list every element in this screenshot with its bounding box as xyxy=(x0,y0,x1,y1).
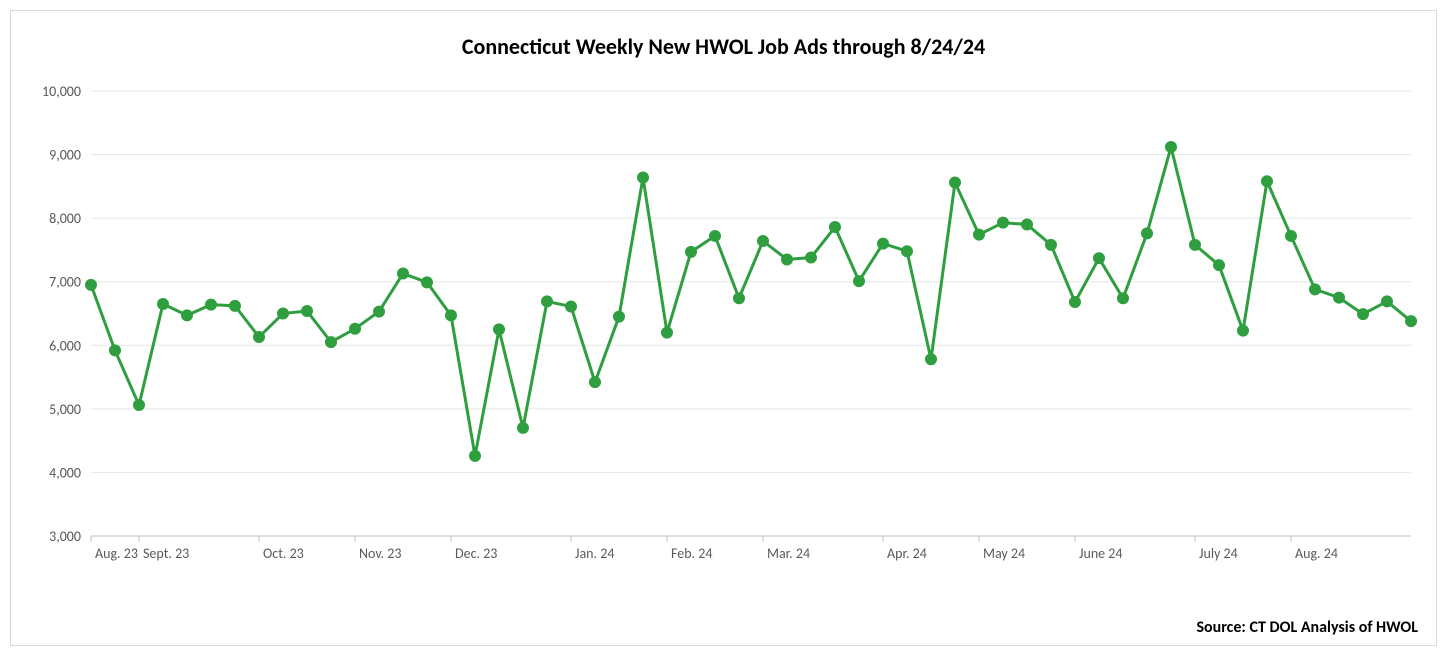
data-point xyxy=(1189,239,1201,251)
data-point xyxy=(397,267,409,279)
x-tick-label: Jan. 24 xyxy=(575,545,614,562)
data-point xyxy=(1405,315,1417,327)
x-tick-label: Dec. 23 xyxy=(455,545,497,562)
data-point xyxy=(1141,227,1153,239)
x-tick-label: Oct. 23 xyxy=(263,545,304,562)
data-point xyxy=(277,308,289,320)
x-tick-label: Mar. 24 xyxy=(767,545,810,562)
data-point xyxy=(1237,325,1249,337)
data-point xyxy=(781,253,793,265)
data-point xyxy=(1381,295,1393,307)
data-point xyxy=(1069,296,1081,308)
data-point xyxy=(613,311,625,323)
y-tick-label: 8,000 xyxy=(49,210,81,227)
data-point xyxy=(877,238,889,250)
y-tick-label: 6,000 xyxy=(49,337,81,354)
data-point xyxy=(229,300,241,312)
x-tick-label: Feb. 24 xyxy=(671,545,712,562)
data-point xyxy=(829,221,841,233)
x-tick-label: Apr. 24 xyxy=(887,545,927,562)
series-line xyxy=(91,147,1411,456)
y-tick-label: 9,000 xyxy=(49,147,81,164)
data-point xyxy=(1093,252,1105,264)
data-point xyxy=(493,323,505,335)
x-tick-label: Aug. 24 xyxy=(1295,545,1338,562)
data-point xyxy=(373,306,385,318)
data-point xyxy=(901,245,913,257)
y-tick-label: 7,000 xyxy=(49,274,81,291)
data-point xyxy=(85,279,97,291)
data-point xyxy=(349,323,361,335)
data-point xyxy=(421,276,433,288)
data-point xyxy=(949,177,961,189)
data-point xyxy=(1357,308,1369,320)
data-point xyxy=(1021,219,1033,231)
data-point xyxy=(661,327,673,339)
source-note: Source: CT DOL Analysis of HWOL xyxy=(1196,618,1418,637)
data-point xyxy=(1213,259,1225,271)
data-point xyxy=(1165,141,1177,153)
x-tick-label: Sept. 23 xyxy=(143,545,189,562)
x-tick-label: Aug. 23 xyxy=(95,545,138,562)
data-point xyxy=(325,336,337,348)
y-tick-label: 3,000 xyxy=(49,528,81,545)
data-point xyxy=(1285,230,1297,242)
data-point xyxy=(757,235,769,247)
x-tick-label: Nov. 23 xyxy=(359,545,401,562)
data-point xyxy=(637,171,649,183)
data-point xyxy=(205,299,217,311)
y-tick-label: 4,000 xyxy=(49,464,81,481)
x-tick-label: May 24 xyxy=(983,545,1025,562)
data-point xyxy=(133,399,145,411)
data-point xyxy=(181,309,193,321)
data-point xyxy=(733,292,745,304)
data-point xyxy=(517,422,529,434)
data-point xyxy=(973,229,985,241)
y-tick-label: 5,000 xyxy=(49,401,81,418)
data-point xyxy=(157,298,169,310)
x-tick-label: July 24 xyxy=(1199,545,1238,562)
data-point xyxy=(1261,175,1273,187)
data-point xyxy=(541,295,553,307)
data-point xyxy=(109,344,121,356)
chart-frame: Connecticut Weekly New HWOL Job Ads thro… xyxy=(10,10,1437,646)
data-point xyxy=(469,450,481,462)
data-point xyxy=(997,217,1009,229)
x-tick-label: June 24 xyxy=(1079,545,1123,562)
y-tick-label: 10,000 xyxy=(42,83,81,100)
data-point xyxy=(805,252,817,264)
data-point xyxy=(301,305,313,317)
data-point xyxy=(1309,283,1321,295)
data-point xyxy=(1045,239,1057,251)
chart-plot: 3,000 4,000 5,000 6,000 7,000 8,000 9,000 10,00… xyxy=(11,11,1438,647)
data-point xyxy=(1117,292,1129,304)
data-point xyxy=(685,246,697,258)
data-point xyxy=(709,230,721,242)
data-point xyxy=(565,301,577,313)
data-point xyxy=(445,309,457,321)
data-point xyxy=(589,376,601,388)
data-point xyxy=(253,331,265,343)
data-point xyxy=(925,353,937,365)
data-point xyxy=(1333,292,1345,304)
data-point xyxy=(853,275,865,287)
